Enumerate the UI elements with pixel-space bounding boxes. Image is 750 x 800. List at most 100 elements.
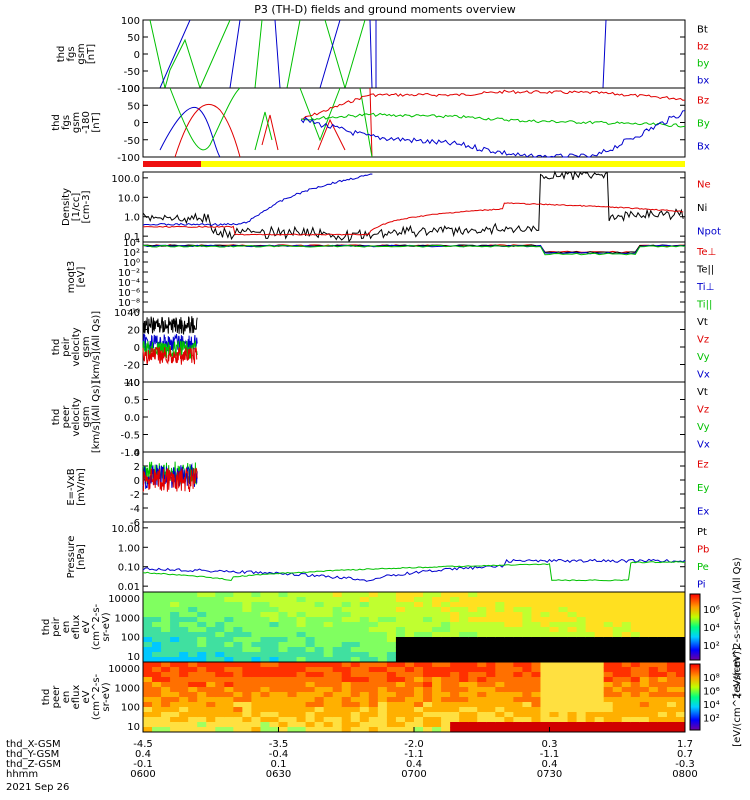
spectro-cell: [269, 687, 279, 693]
spectro-cell: [414, 632, 424, 638]
spectro-cell: [368, 692, 379, 698]
spectro-cell: [404, 722, 415, 728]
spectro-cell: [540, 712, 550, 718]
spectro-cell: [414, 717, 424, 723]
spectro-cell: [414, 722, 424, 728]
spectro-cell: [305, 637, 316, 643]
spectro-cell: [386, 592, 397, 598]
spectro-cell: [233, 647, 243, 653]
spectro-cell: [414, 602, 424, 608]
spectro-cell: [468, 612, 478, 618]
spectro-cell: [278, 637, 289, 643]
status-bar-yellow: [201, 161, 685, 167]
spectro-cell: [495, 602, 505, 608]
spectro-cell: [377, 667, 388, 673]
spectro-cell: [242, 627, 252, 633]
spectro-cell: [368, 687, 379, 693]
spectro-cell: [558, 622, 569, 628]
spectro-cell: [404, 602, 415, 608]
spectro-cell: [395, 607, 406, 613]
spectro-cell: [305, 682, 316, 688]
spectro-cell: [576, 702, 587, 708]
spectro-cell: [648, 667, 659, 673]
spectro-cell: [179, 722, 189, 728]
spectro-cell: [675, 647, 686, 653]
spectro-cell: [504, 612, 514, 618]
spectro-cell: [260, 597, 270, 603]
spectro-cell: [170, 607, 180, 613]
spectro-cell: [657, 697, 668, 703]
spectro-cell: [287, 672, 298, 678]
spectro-cell: [594, 722, 605, 728]
spectro-cell: [450, 612, 460, 618]
spectro-cell: [666, 687, 677, 693]
spectro-cell: [621, 697, 632, 703]
axis-row-value: 0.7: [677, 749, 693, 760]
spectro-cell: [188, 667, 198, 673]
spectro-cell: [377, 722, 388, 728]
spectro-cell: [377, 662, 388, 668]
spectro-cell: [666, 642, 677, 648]
spectro-cell: [341, 722, 352, 728]
spectro-cell: [522, 707, 532, 713]
spectro-cell: [603, 592, 614, 598]
y-tick-label: 0.10: [118, 563, 140, 574]
spectro-cell: [495, 687, 505, 693]
spectro-cell: [278, 692, 289, 698]
spectro-cell: [612, 677, 623, 683]
spectro-cell: [188, 662, 198, 668]
spectro-cell: [675, 632, 686, 638]
spectro-cell: [612, 592, 623, 598]
spectro-cell: [675, 707, 686, 713]
spectro-cell: [468, 632, 478, 638]
spectro-cell: [459, 637, 469, 643]
spectro-cell: [549, 712, 560, 718]
spectro-cell: [585, 622, 596, 628]
spectro-cell: [305, 632, 316, 638]
y-axis-label-line: thd: [51, 409, 62, 426]
spectro-cell: [332, 627, 343, 633]
y-tick-label: 0: [134, 119, 140, 130]
spectro-cell: [386, 692, 397, 698]
spectro-cell: [224, 632, 234, 638]
spectro-cell: [576, 712, 587, 718]
spectro-cell: [251, 687, 261, 693]
spectro-cell: [404, 712, 415, 718]
spectro-cell: [603, 682, 614, 688]
spectro-cell: [522, 647, 532, 653]
spectro-cell: [359, 657, 370, 663]
spectro-cell: [368, 672, 379, 678]
spectro-cell: [314, 632, 325, 638]
spectro-cell: [495, 642, 505, 648]
spectro-cell: [152, 597, 162, 603]
spectro-cell: [323, 592, 334, 598]
spectro-cell: [377, 727, 388, 733]
spectro-cell: [666, 717, 677, 723]
spectro-cell: [558, 727, 569, 733]
spectro-cell: [314, 617, 325, 623]
spectro-cell: [468, 647, 478, 653]
legend-entry: Ne: [697, 180, 711, 191]
spectro-cell: [450, 702, 460, 708]
spectro-cell: [558, 642, 569, 648]
spectro-cell: [666, 617, 677, 623]
y-tick-label: -2: [130, 490, 140, 501]
spectro-cell: [386, 697, 397, 703]
spectro-cell: [404, 687, 415, 693]
spectro-cell: [359, 682, 370, 688]
spectro-cell: [414, 687, 424, 693]
spectro-cell: [224, 647, 234, 653]
spectro-cell: [486, 707, 496, 713]
spectro-cell: [206, 642, 216, 648]
spectro-cell: [612, 622, 623, 628]
spectro-cell: [296, 612, 307, 618]
spectro-cell: [468, 712, 478, 718]
spectro-cell: [603, 627, 614, 633]
spectro-cell: [657, 727, 668, 733]
spectro-cell: [621, 592, 632, 598]
spectro-cell: [504, 597, 514, 603]
spectro-cell: [504, 642, 514, 648]
spectro-cell: [603, 712, 614, 718]
spectro-cell: [540, 637, 550, 643]
spectro-cell: [287, 632, 298, 638]
